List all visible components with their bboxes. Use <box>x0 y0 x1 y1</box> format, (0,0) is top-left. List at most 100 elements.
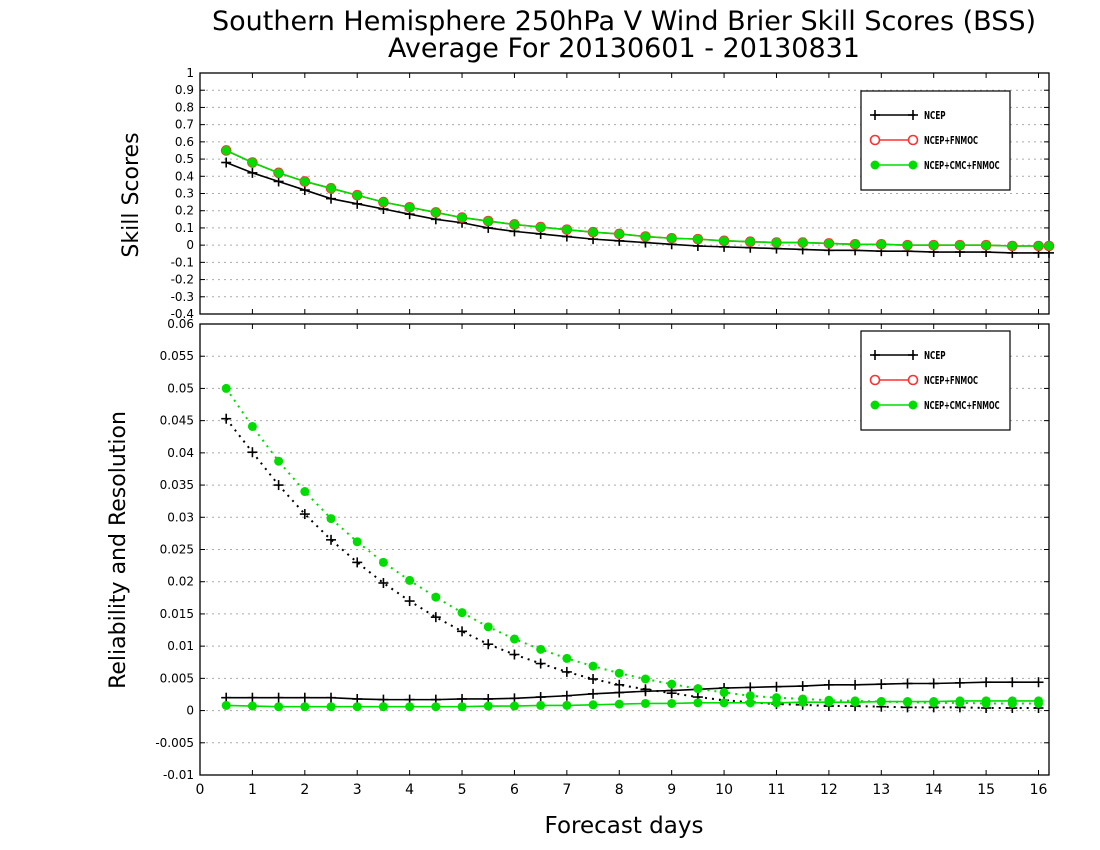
top-y-tick-label: 0.7 <box>175 118 194 132</box>
top-data-point <box>378 197 388 207</box>
bottom-data-point <box>745 682 756 693</box>
top-data-point <box>536 222 546 232</box>
top-data-point <box>824 238 834 248</box>
bottom-series-line <box>225 387 1039 705</box>
bottom-data-point <box>640 686 651 697</box>
bottom-legend-marker-start <box>869 374 881 386</box>
top-y-tick-label: 0.4 <box>175 169 194 183</box>
bottom-x-tick-label: 2 <box>300 782 309 798</box>
bottom-legend-item: NCEP+FNMOC <box>869 374 978 387</box>
top-data-point <box>562 225 572 235</box>
bottom-data-point <box>876 697 886 707</box>
bottom-legend-marker-end <box>908 350 918 360</box>
top-y-tick-label: 0.9 <box>175 83 194 97</box>
bottom-data-point <box>378 702 388 712</box>
top-y-tick-label: 0 <box>186 238 194 252</box>
bottom-y-tick-label: 0.03 <box>167 510 194 524</box>
bottom-y-tick-label: 0.025 <box>160 543 194 557</box>
bottom-data-point <box>326 692 337 703</box>
bottom-panel: 0.060.0550.050.0450.040.0350.030.0250.02… <box>155 317 1050 798</box>
top-y-tick-label: -0.4 <box>171 307 194 321</box>
top-legend-label: NCEP+CMC+FNMOC <box>924 159 1000 172</box>
bottom-data-point <box>798 697 808 707</box>
bottom-data-point <box>955 696 965 706</box>
bottom-data-point <box>274 456 284 466</box>
bottom-data-point <box>221 413 232 424</box>
bottom-data-point <box>431 702 441 712</box>
bottom-data-point <box>221 383 231 393</box>
bottom-y-tick-label: 0 <box>186 704 194 718</box>
top-y-tick-label: -0.2 <box>171 273 194 287</box>
bottom-data-point <box>640 674 650 684</box>
top-data-point <box>1007 241 1017 251</box>
bottom-data-point <box>561 666 572 677</box>
bottom-data-point <box>536 644 546 654</box>
top-data-point <box>798 238 808 248</box>
bottom-data-point <box>535 658 546 669</box>
top-data-point <box>955 240 965 250</box>
top-data-point <box>300 176 310 186</box>
bottom-x-tick-label: 6 <box>510 782 519 798</box>
bottom-series-3 <box>221 696 1044 712</box>
bottom-legend-marker-start <box>870 350 880 360</box>
bottom-series-line <box>226 700 1039 708</box>
top-data-point <box>326 193 337 204</box>
bottom-legend-label: NCEP <box>924 349 946 362</box>
bottom-x-tick-label: 13 <box>872 782 890 798</box>
bottom-data-point <box>1007 677 1018 688</box>
bottom-y-tick-label: 0.035 <box>160 478 194 492</box>
bottom-legend-item: NCEP <box>870 349 946 362</box>
bottom-data-point <box>1034 696 1044 706</box>
bottom-x-tick-label: 1 <box>248 782 257 798</box>
top-data-point <box>1034 241 1044 251</box>
bottom-data-point <box>431 592 441 602</box>
bottom-data-point <box>247 692 258 703</box>
bottom-series-0 <box>221 413 1044 713</box>
top-panel-y-axis-label: Skill Scores <box>119 132 144 257</box>
top-data-point <box>509 219 519 229</box>
bottom-data-point <box>299 509 310 520</box>
x-axis-label: Forecast days <box>545 813 704 839</box>
bottom-data-point <box>509 634 519 644</box>
top-data-point <box>693 234 703 244</box>
bottom-data-point <box>981 677 992 688</box>
top-legend-item: NCEP <box>870 109 946 122</box>
top-data-point <box>221 157 232 168</box>
bottom-data-point <box>457 702 467 712</box>
top-data-point <box>274 168 284 178</box>
bottom-data-point <box>378 557 388 567</box>
bottom-data-point <box>954 677 965 688</box>
bottom-x-tick-label: 12 <box>820 782 838 798</box>
bottom-data-point <box>247 701 257 711</box>
top-legend-marker-start <box>870 110 880 120</box>
bottom-data-point <box>483 622 493 632</box>
bottom-data-point <box>771 698 781 708</box>
bottom-series-line <box>226 681 1039 701</box>
bottom-data-point <box>273 480 284 491</box>
bottom-data-point <box>247 447 258 458</box>
top-data-point <box>221 145 231 155</box>
top-data-point <box>850 239 860 249</box>
top-data-point <box>771 238 781 248</box>
top-data-point <box>483 216 493 226</box>
top-legend-marker-end <box>908 110 918 120</box>
bottom-y-tick-label: 0.06 <box>167 317 194 331</box>
top-y-tick-label: 0.6 <box>175 135 194 149</box>
bottom-data-point <box>876 679 887 690</box>
top-series-0 <box>221 157 1054 258</box>
top-data-point <box>981 240 991 250</box>
bottom-y-tick-label: 0.055 <box>160 349 194 363</box>
bottom-y-tick-label: 0.04 <box>167 446 194 460</box>
top-data-point <box>326 183 336 193</box>
bottom-data-point <box>483 701 493 711</box>
bottom-legend-marker-start <box>870 400 880 410</box>
top-data-point <box>457 213 467 223</box>
top-y-tick-label: 0.5 <box>175 152 194 166</box>
top-legend-marker-start <box>870 160 880 170</box>
top-data-point <box>640 232 650 242</box>
top-y-tick-label: 0.3 <box>175 187 194 201</box>
bottom-data-point <box>1007 696 1017 706</box>
chart-title: Southern Hemisphere 250hPa V Wind Brier … <box>212 6 1036 37</box>
bottom-data-point <box>823 679 834 690</box>
bottom-data-point <box>850 679 861 690</box>
